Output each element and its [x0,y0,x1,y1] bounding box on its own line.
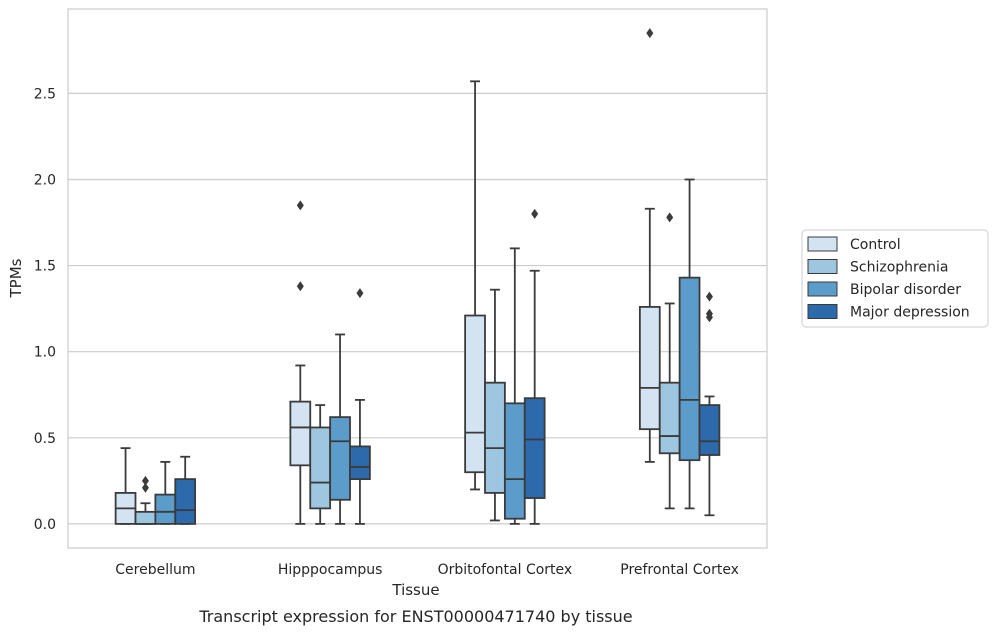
outlier-point-0 [141,482,149,493]
box-body [174,478,197,525]
x-axis-title: Tissue [391,581,439,599]
box-3-0 [174,455,197,525]
box-body [484,381,506,494]
box-body [698,404,721,456]
outlier-point-1 [705,308,713,319]
box-body [329,416,351,501]
y-tick-label-3: 1.5 [34,259,56,275]
outlier-point-0 [531,208,539,219]
legend-swatch-0 [807,236,838,252]
box-body [309,426,332,510]
box-1-3 [658,212,681,510]
x-axis-ticks: Cerebellum Hipppocampus Orbitofontal Corte… [115,562,739,578]
outlier-point-0 [666,212,674,223]
legend-swatch-3 [807,304,838,319]
outlier-point-1 [141,475,149,486]
legend-swatch-2 [807,281,838,297]
legend-label-0: Control [850,237,901,253]
box-body [638,306,661,431]
legend-frame [801,229,989,328]
box-2-2 [503,247,526,525]
box-0-1 [289,200,312,525]
y-tick-label-2: 1.0 [34,345,56,361]
x-tick-label-2: Orbitofontal Cortex [438,562,573,578]
box-1-2 [484,288,506,522]
x-tick-label-0: Cerebellum [115,562,195,578]
box-2-0 [154,460,177,525]
legend: Control Schizophrenia Bipolar disorder Majo… [801,229,989,328]
box-0-0 [114,447,137,525]
legend-label-1: Schizophrenia [850,260,948,276]
outlier-point-1 [296,200,304,211]
plot-frame [67,8,768,549]
x-tick-label-1: Hipppocampus [278,562,383,578]
box-body [678,276,701,462]
outlier-point-2 [705,291,713,302]
legend-label-2: Bipolar disorder [850,282,961,298]
box-body [134,510,157,525]
y-tick-label-5: 2.5 [34,86,56,102]
box-body [464,314,486,474]
y-tick-label-0: 0.0 [34,517,56,533]
box-0-3 [638,28,661,463]
y-tick-label-1: 0.5 [34,431,56,447]
box-body [503,402,526,520]
box-body [658,381,681,455]
box-series [114,28,721,525]
y-tick-label-4: 2.0 [34,172,56,188]
gridlines [68,92,767,525]
box-1-1 [309,404,332,525]
box-body [349,445,371,481]
legend-label-3: Major depression [850,305,970,321]
box-3-2 [523,208,546,525]
legend-swatch-1 [807,259,838,274]
y-axis-ticks: 0.0 0.5 1.0 1.5 2.0 2.5 [34,86,56,533]
box-1-0 [134,475,157,525]
plot-area [68,9,767,548]
box-2-3 [678,178,701,510]
box-body [289,400,312,467]
box-body [523,397,546,499]
y-axis-title: TPMs [7,258,25,298]
outlier-point-0 [296,281,304,292]
box-3-1 [349,288,371,525]
outlier-point-0 [646,28,654,39]
box-body [154,493,177,525]
x-tick-label-3: Prefrontal Cortex [620,562,739,578]
box-3-3 [698,291,721,517]
chart-caption: Transcript expression for ENST0000047174… [198,607,632,626]
outlier-point-0 [356,288,364,299]
